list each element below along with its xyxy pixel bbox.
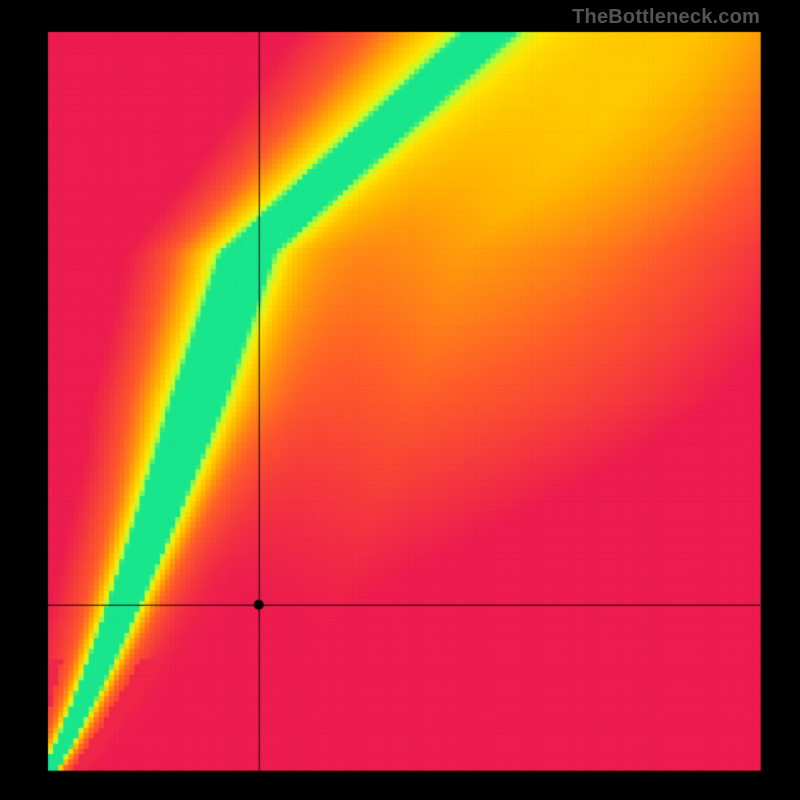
bottleneck-heatmap [0, 0, 800, 800]
watermark-text: TheBottleneck.com [572, 6, 760, 29]
chart-container: TheBottleneck.com [0, 0, 800, 800]
